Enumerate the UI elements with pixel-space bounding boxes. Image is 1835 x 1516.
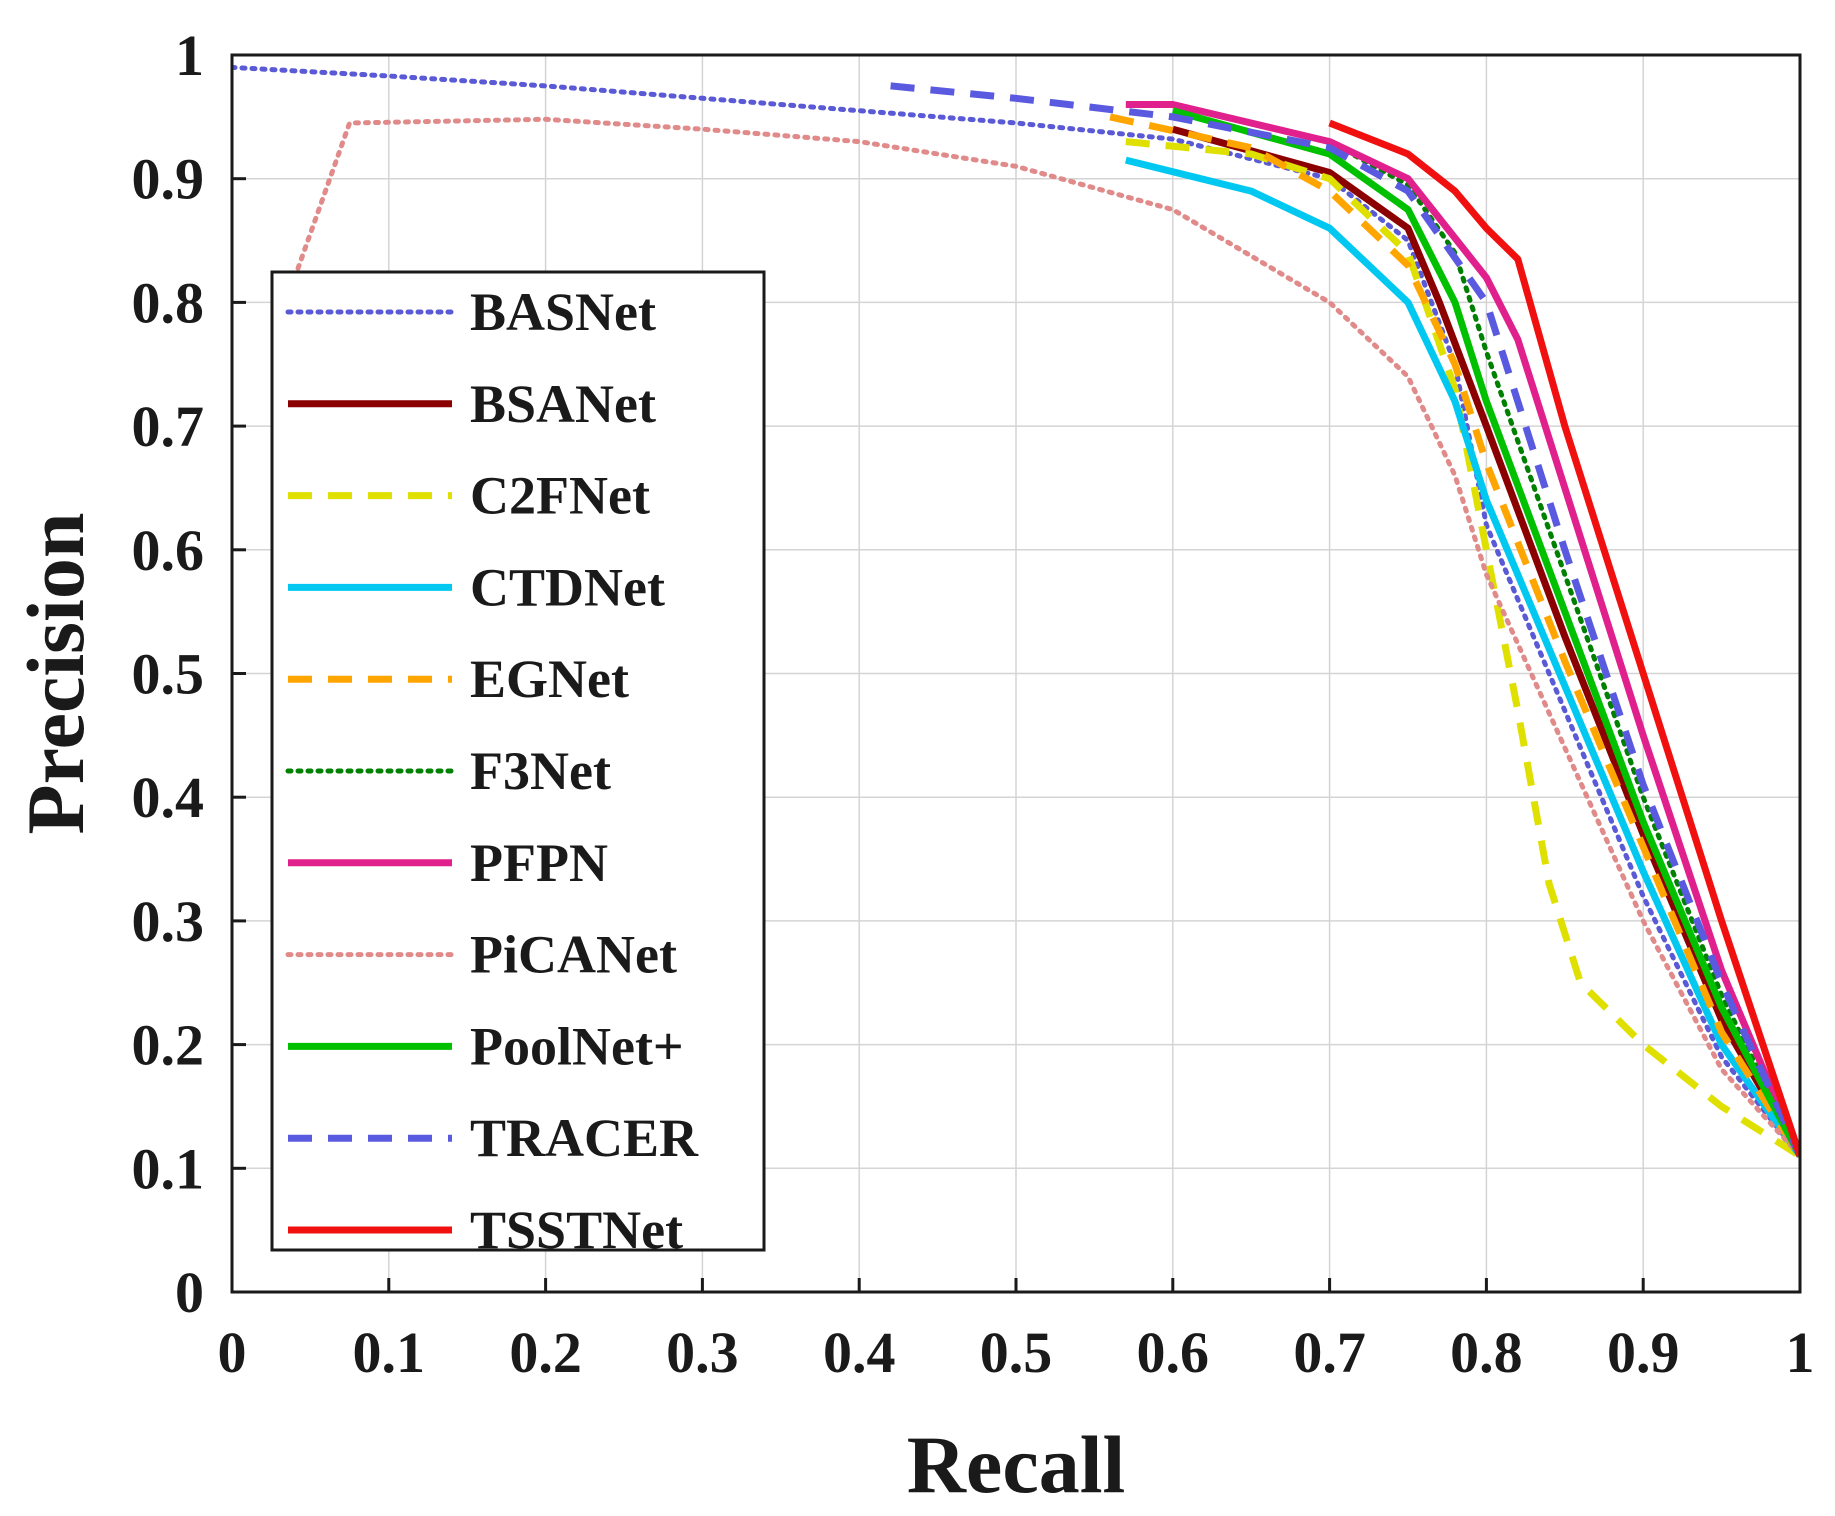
y-tick-label: 0.6	[132, 518, 205, 583]
series-lines	[232, 64, 1800, 1159]
legend-label: F3Net	[470, 741, 611, 801]
y-tick-label: 0.1	[132, 1136, 205, 1201]
legend-label: CTDNet	[470, 557, 665, 617]
x-tick-label: 0.8	[1450, 1320, 1523, 1385]
y-axis-title: Precision	[10, 513, 101, 835]
x-tick-label: 0.5	[980, 1320, 1053, 1385]
legend: BASNet BSANet C2FNet CTDNet EGNet F3Net PFPN Pi…	[270, 270, 766, 1260]
legend-label: TRACER	[470, 1108, 699, 1168]
legend-label: PoolNet+	[470, 1016, 684, 1076]
series-line-tsstnet	[1328, 119, 1800, 1158]
x-tick-label: 0.4	[823, 1320, 896, 1385]
series-line-tracer	[890, 82, 1800, 1158]
y-tick-label: 0	[175, 1260, 204, 1325]
legend-label: BSANet	[470, 374, 656, 434]
x-axis-title: Recall	[907, 1419, 1126, 1510]
legend-label: BASNet	[470, 282, 656, 342]
series-line-picanet	[292, 116, 1800, 1159]
x-tick-label: 0	[218, 1320, 247, 1385]
y-tick-label: 0.9	[132, 147, 205, 212]
y-tick-label: 0.4	[132, 765, 205, 830]
series-line-egnet	[1109, 113, 1800, 1158]
y-tick-label: 0.8	[132, 270, 205, 335]
legend-box	[270, 270, 766, 1252]
series-line-c2fnet	[1125, 138, 1800, 1159]
series-line-pfpn	[1125, 101, 1800, 1158]
x-tick-label: 1	[1786, 1320, 1815, 1385]
series-line-ctdnet	[1124, 156, 1800, 1158]
x-tick-label: 0.6	[1137, 1320, 1210, 1385]
y-tick-label: 1	[175, 23, 204, 88]
legend-label: PFPN	[470, 833, 608, 893]
x-tick-label: 0.1	[353, 1320, 426, 1385]
legend-label: EGNet	[470, 649, 629, 709]
y-tick-label: 0.2	[132, 1013, 205, 1078]
y-tick-label: 0.3	[132, 889, 205, 954]
legend-label: TSSTNet	[470, 1200, 683, 1260]
y-tick-label: 0.5	[132, 642, 205, 707]
y-tick-label: 0.7	[132, 394, 205, 459]
x-tick-label: 0.2	[509, 1320, 582, 1385]
legend-label: C2FNet	[470, 466, 650, 526]
series-line-poolnet-	[1171, 107, 1800, 1158]
series-line-bsanet	[1171, 125, 1800, 1158]
x-tick-label: 0.9	[1607, 1320, 1680, 1385]
x-tick-label: 0.7	[1293, 1320, 1366, 1385]
legend-label: PiCANet	[470, 925, 677, 985]
x-tick-label: 0.3	[666, 1320, 739, 1385]
axis-ticks: 0 0.1 0.2 0.3 0.4 0.5 0.6 0.7 0.8 0.9 1 0 0.1 0.2 0.3 0…	[132, 23, 1815, 1385]
